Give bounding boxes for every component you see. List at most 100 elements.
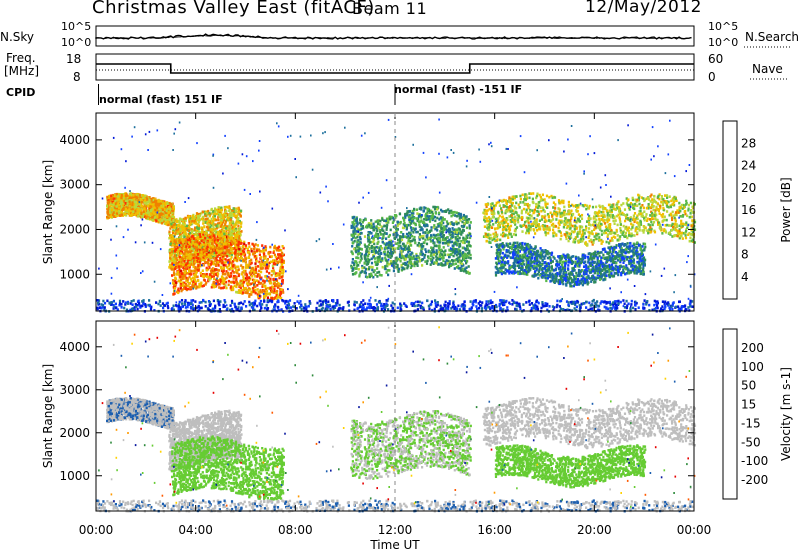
power-cell — [376, 242, 379, 245]
power-cell — [205, 266, 208, 270]
power-cell — [217, 222, 220, 225]
power-cell — [184, 256, 187, 259]
power-cell — [202, 237, 205, 240]
power-cell — [188, 241, 191, 244]
power-cell — [242, 291, 245, 294]
power-cell — [187, 268, 191, 272]
power-cell — [201, 252, 204, 255]
power-cell — [204, 214, 207, 218]
power-cell — [227, 228, 231, 231]
power-cell — [418, 256, 421, 260]
power-cell — [240, 282, 243, 286]
power-cell — [228, 236, 231, 240]
power-cell — [359, 252, 362, 255]
power-cell — [190, 237, 193, 240]
power-cell — [281, 260, 284, 264]
power-cell — [221, 261, 224, 265]
power-cell — [271, 289, 274, 292]
power-cell — [466, 270, 469, 274]
power-cell — [179, 281, 182, 285]
power-cell — [412, 227, 415, 230]
power-cell — [372, 275, 375, 279]
power-cell — [154, 198, 157, 201]
power-cell — [264, 261, 267, 264]
power-cell — [224, 254, 227, 257]
power-cell — [169, 240, 172, 244]
power-cell — [196, 265, 199, 269]
power-cell — [198, 242, 201, 245]
power-cell — [432, 226, 435, 229]
power-cell — [194, 280, 198, 284]
power-cell — [273, 297, 276, 300]
power-cell — [407, 223, 410, 227]
power-cell — [442, 256, 445, 260]
power-cell — [409, 217, 413, 221]
power-cell — [239, 286, 242, 290]
power-cell — [211, 253, 214, 256]
power-cell — [140, 200, 143, 204]
power-cell — [233, 214, 236, 218]
power-cell — [260, 264, 263, 268]
power-cell — [468, 224, 471, 227]
power-cell — [450, 253, 453, 256]
power-cell — [146, 209, 149, 213]
power-cell — [204, 218, 207, 221]
power-cell — [458, 255, 461, 259]
power-cell — [222, 226, 225, 230]
power-cell — [400, 249, 403, 253]
power-cell — [229, 235, 232, 238]
power-cell — [205, 231, 208, 235]
power-cell — [257, 295, 260, 298]
power-cell — [219, 252, 222, 256]
power-cell — [227, 267, 230, 270]
power-cell — [178, 217, 182, 221]
power-cell — [450, 209, 453, 213]
power-cell — [467, 233, 470, 237]
noise-tick-bottom-left: 10^0 — [61, 36, 92, 49]
power-cell — [194, 238, 197, 242]
power-cell — [193, 273, 196, 277]
power-cell — [282, 259, 285, 263]
power-cell — [239, 233, 242, 237]
power-cell — [218, 221, 221, 225]
power-cell — [219, 231, 223, 234]
power-cell — [237, 224, 240, 228]
power-cell — [208, 235, 211, 239]
power-cell — [247, 242, 250, 245]
power-cell — [353, 227, 356, 231]
power-cell — [275, 284, 278, 287]
power-cell — [461, 267, 464, 271]
power-cell — [377, 259, 380, 263]
power-cell — [226, 255, 229, 258]
power-cell — [184, 233, 188, 237]
power-cell — [156, 204, 159, 208]
power-cell — [195, 236, 198, 240]
power-cell — [220, 240, 223, 244]
power-cell — [177, 265, 181, 268]
power-cell — [421, 252, 424, 256]
power-cell — [272, 249, 276, 253]
nsearch-label: N.Search — [745, 30, 800, 44]
power-cell — [195, 259, 198, 263]
power-cell — [191, 258, 194, 261]
power-cell — [423, 206, 426, 209]
power-cell — [199, 214, 202, 217]
power-cell — [389, 253, 392, 257]
power-cell — [140, 204, 144, 208]
power-cell — [166, 222, 169, 226]
power-cell — [160, 221, 164, 225]
power-cell — [218, 286, 221, 289]
power-cell — [186, 287, 189, 291]
power-cell — [188, 257, 191, 260]
power-cell — [195, 248, 198, 252]
power-cell — [138, 198, 141, 202]
power-cell — [256, 293, 259, 296]
power-cell — [400, 246, 403, 250]
power-cell — [465, 266, 468, 269]
power-cell — [248, 293, 251, 296]
power-cell — [402, 242, 405, 246]
power-cell — [269, 277, 272, 281]
power-cell — [182, 248, 186, 252]
power-cell — [187, 227, 190, 231]
power-cell — [351, 258, 354, 261]
